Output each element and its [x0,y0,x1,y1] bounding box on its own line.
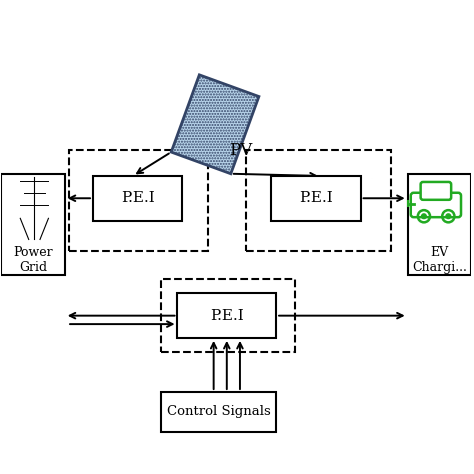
Text: Control Signals: Control Signals [167,405,271,419]
FancyBboxPatch shape [411,193,461,217]
Bar [70,150,208,251]
Circle shape [446,214,451,219]
Text: EV
Chargi...: EV Chargi... [412,246,467,273]
Text: Power
Grid: Power Grid [13,246,53,273]
Bar [272,176,361,220]
Polygon shape [171,75,259,174]
Bar [177,293,276,338]
Bar [161,392,276,432]
Bar [246,150,391,251]
Text: PV: PV [229,142,253,159]
Text: P.E.I: P.E.I [299,191,333,205]
Circle shape [421,214,426,219]
Bar [161,279,295,352]
Bar [93,176,182,220]
Text: P.E.I: P.E.I [210,309,244,323]
Text: P.E.I: P.E.I [121,191,155,205]
FancyBboxPatch shape [420,182,451,200]
Bar [408,173,471,274]
Bar [1,173,65,274]
